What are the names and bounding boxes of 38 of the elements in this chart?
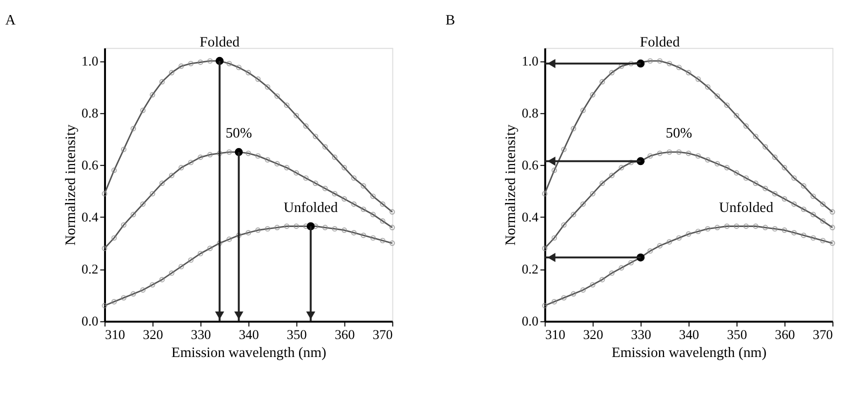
annotation: Folded [640,34,681,51]
y-tick-label: 0.8 [82,105,99,120]
x-tick-label: 350 [726,326,748,342]
x-tick-label: 340 [238,326,260,342]
annotation: Folded [200,34,240,51]
x-tick-label: 370 [372,326,394,342]
chart-title: B [445,12,456,28]
y-tick-label: 1.0 [522,53,539,68]
x-tick-label: 360 [334,326,356,342]
x-axis-title: Emission wavelength (nm) [171,345,327,362]
x-tick-label: 340 [678,326,700,342]
annotation: Unfolded [284,200,339,216]
annotation: 50% [226,126,252,142]
y-tick-label: 0.2 [522,261,538,276]
y-axis-title: Normalized intensity [502,124,519,246]
x-tick-label: 330 [631,326,652,342]
y-tick-label: 0.4 [522,209,539,224]
x-tick-label: 360 [774,326,796,342]
y-tick-label: 0.4 [82,209,99,224]
x-axis-title: Emission wavelength (nm) [612,345,767,362]
y-tick-label: 0.8 [522,105,539,120]
x-tick-label: 320 [142,326,164,342]
y-tick-label: 0.2 [82,261,98,276]
y-axis-title: Normalized intensity [62,124,79,246]
x-tick-label: 350 [286,326,308,342]
y-tick-label: 0.6 [522,157,539,172]
y-tick-label: 0.6 [82,157,99,172]
x-tick-label: 330 [190,326,212,342]
x-tick-label: 310 [545,326,566,342]
x-tick-label: 310 [105,326,126,342]
chart-title: A [5,12,16,28]
y-tick-label: 1.0 [82,53,99,68]
y-tick-label: 0.0 [82,314,99,329]
annotation: 50% [666,126,692,142]
x-tick-label: 370 [812,326,834,342]
x-tick-label: 320 [583,326,604,342]
y-tick-label: 0.0 [522,314,539,329]
annotation: Unfolded [718,200,774,216]
